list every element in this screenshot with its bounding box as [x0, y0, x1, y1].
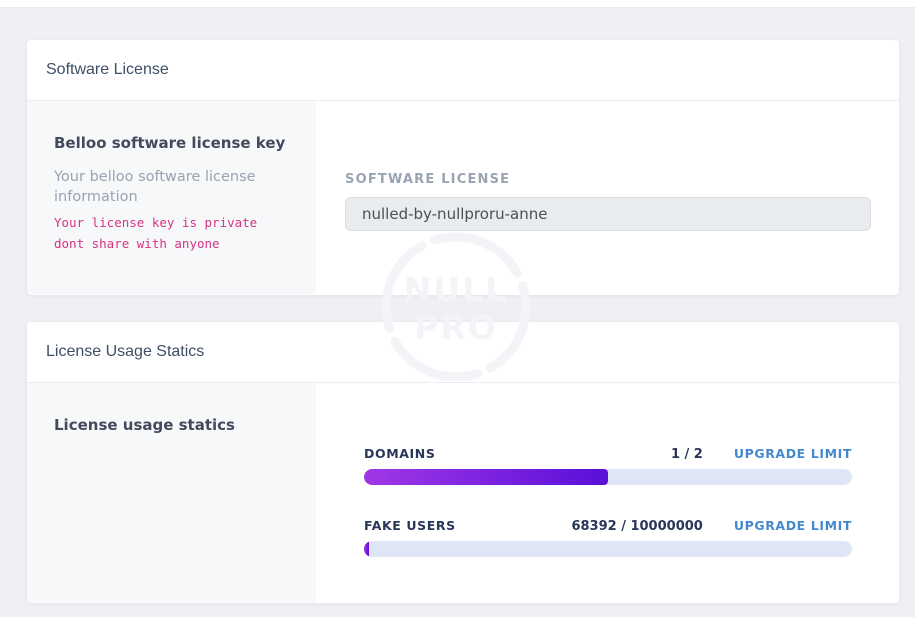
- fake-users-progress-fill: [364, 541, 369, 557]
- license-usage-card: License Usage Statics License usage stat…: [27, 322, 899, 603]
- domains-usage-value: 1 / 2: [670, 447, 703, 462]
- license-key-heading: Belloo software license key: [54, 134, 286, 152]
- license-info-description: Your belloo software license information: [54, 169, 256, 205]
- software-license-card-title: Software License: [46, 61, 169, 78]
- domains-progress-track: [364, 469, 852, 485]
- domains-progress-fill: [364, 469, 608, 485]
- domains-upgrade-limit-link[interactable]: UPGRADE LIMIT: [733, 446, 852, 461]
- fake-users-upgrade-limit-link[interactable]: UPGRADE LIMIT: [733, 518, 852, 533]
- domains-stat-head: DOMAINS 1 / 2 UPGRADE LIMIT: [364, 446, 852, 462]
- fake-users-stat-row: FAKE USERS 68392 / 10000000 UPGRADE LIMI…: [364, 518, 852, 557]
- fake-users-usage-value: 68392 / 10000000: [571, 519, 703, 534]
- domains-label: DOMAINS: [364, 446, 436, 461]
- license-privacy-warning: Your license key is private dont share w…: [54, 215, 258, 251]
- license-usage-card-body: License usage statics DOMAINS 1 / 2 UPGR…: [27, 383, 899, 602]
- software-license-card: Software License Belloo software license…: [27, 40, 899, 295]
- fake-users-label: FAKE USERS: [364, 518, 456, 533]
- license-usage-card-header: License Usage Statics: [27, 322, 899, 383]
- software-license-field-label: SOFTWARE LICENSE: [345, 172, 511, 187]
- software-license-input[interactable]: [345, 197, 871, 231]
- usage-statics-heading: License usage statics: [54, 416, 235, 434]
- usage-stats-panel: DOMAINS 1 / 2 UPGRADE LIMIT FAKE USERS 6…: [316, 383, 899, 602]
- software-license-card-body: Belloo software license key Your belloo …: [27, 101, 899, 294]
- top-divider: [0, 0, 915, 8]
- fake-users-stat-head: FAKE USERS 68392 / 10000000 UPGRADE LIMI…: [364, 518, 852, 534]
- license-usage-card-title: License Usage Statics: [46, 343, 205, 360]
- domains-stat-row: DOMAINS 1 / 2 UPGRADE LIMIT: [364, 446, 852, 485]
- software-license-form: SOFTWARE LICENSE: [316, 101, 899, 294]
- license-usage-sidebar: License usage statics: [27, 383, 316, 602]
- software-license-card-header: Software License: [27, 40, 899, 101]
- fake-users-progress-track: [364, 541, 852, 557]
- software-license-sidebar: Belloo software license key Your belloo …: [27, 101, 316, 294]
